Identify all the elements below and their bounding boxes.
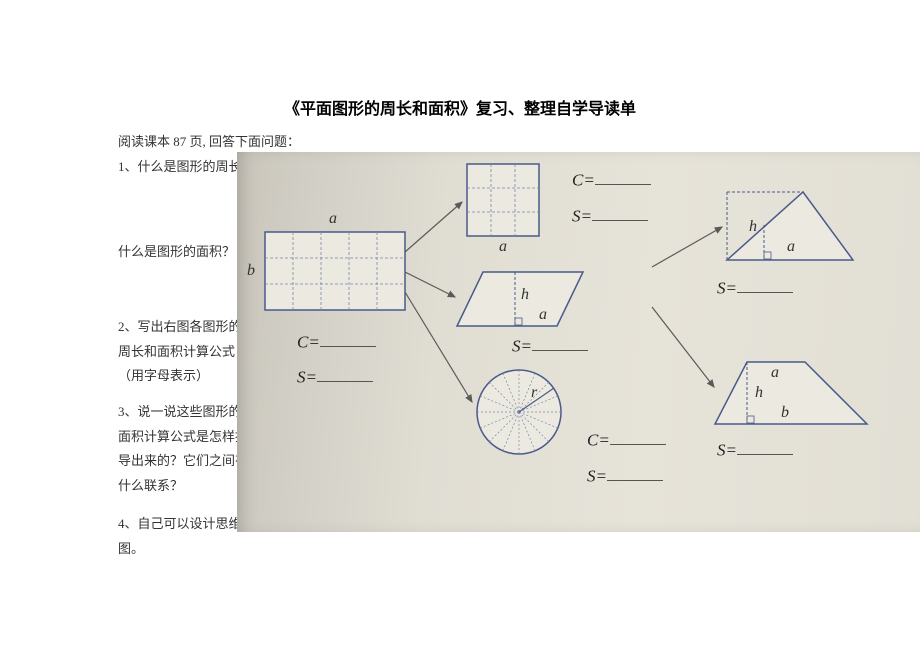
square-shape [467, 164, 539, 236]
trap-label-a: a [771, 364, 779, 382]
sq-formula-c: C= [572, 170, 651, 190]
para-label-h: h [521, 286, 529, 304]
tri-label-h: h [749, 218, 757, 236]
trap-formula-s: S= [717, 440, 793, 460]
diagram-area: a b a h a r h a a h b C= S= C= S= S= C= … [237, 152, 920, 532]
para-formula-s: S= [512, 336, 588, 356]
question-1a: 1、什么是图形的周长？ [118, 155, 255, 180]
trap-label-b: b [781, 404, 789, 422]
circ-formula-s: S= [587, 466, 663, 486]
parallelogram-shape [457, 272, 583, 326]
question-2: 2、写出右图各图形的周长和面积计算公式，（用字母表示） [118, 315, 248, 389]
trapezoid-shape [715, 362, 867, 424]
tri-formula-s: S= [717, 278, 793, 298]
rect-label-a: a [329, 210, 337, 228]
tri-label-a: a [787, 238, 795, 256]
trap-label-h: h [755, 384, 763, 402]
page-title: 《平面图形的周长和面积》复习、整理自学导读单 [0, 95, 920, 119]
question-1b: 什么是图形的面积？ [118, 240, 235, 265]
rect-formula-c: C= [297, 332, 376, 352]
para-label-a: a [539, 306, 547, 324]
sq-label-a: a [499, 238, 507, 256]
question-3: 3、说一说这些图形的面积计算公式是怎样推导出来的？它们之间有什么联系？ [118, 400, 248, 499]
rectangle-shape [265, 232, 405, 310]
sq-formula-s: S= [572, 206, 648, 226]
circ-formula-c: C= [587, 430, 666, 450]
circ-label-r: r [531, 384, 537, 402]
rect-formula-s: S= [297, 367, 373, 387]
circle-shape [477, 370, 561, 454]
intro-text: 阅读课本 87 页, 回答下面问题： [118, 130, 300, 155]
rect-label-b: b [247, 262, 255, 280]
